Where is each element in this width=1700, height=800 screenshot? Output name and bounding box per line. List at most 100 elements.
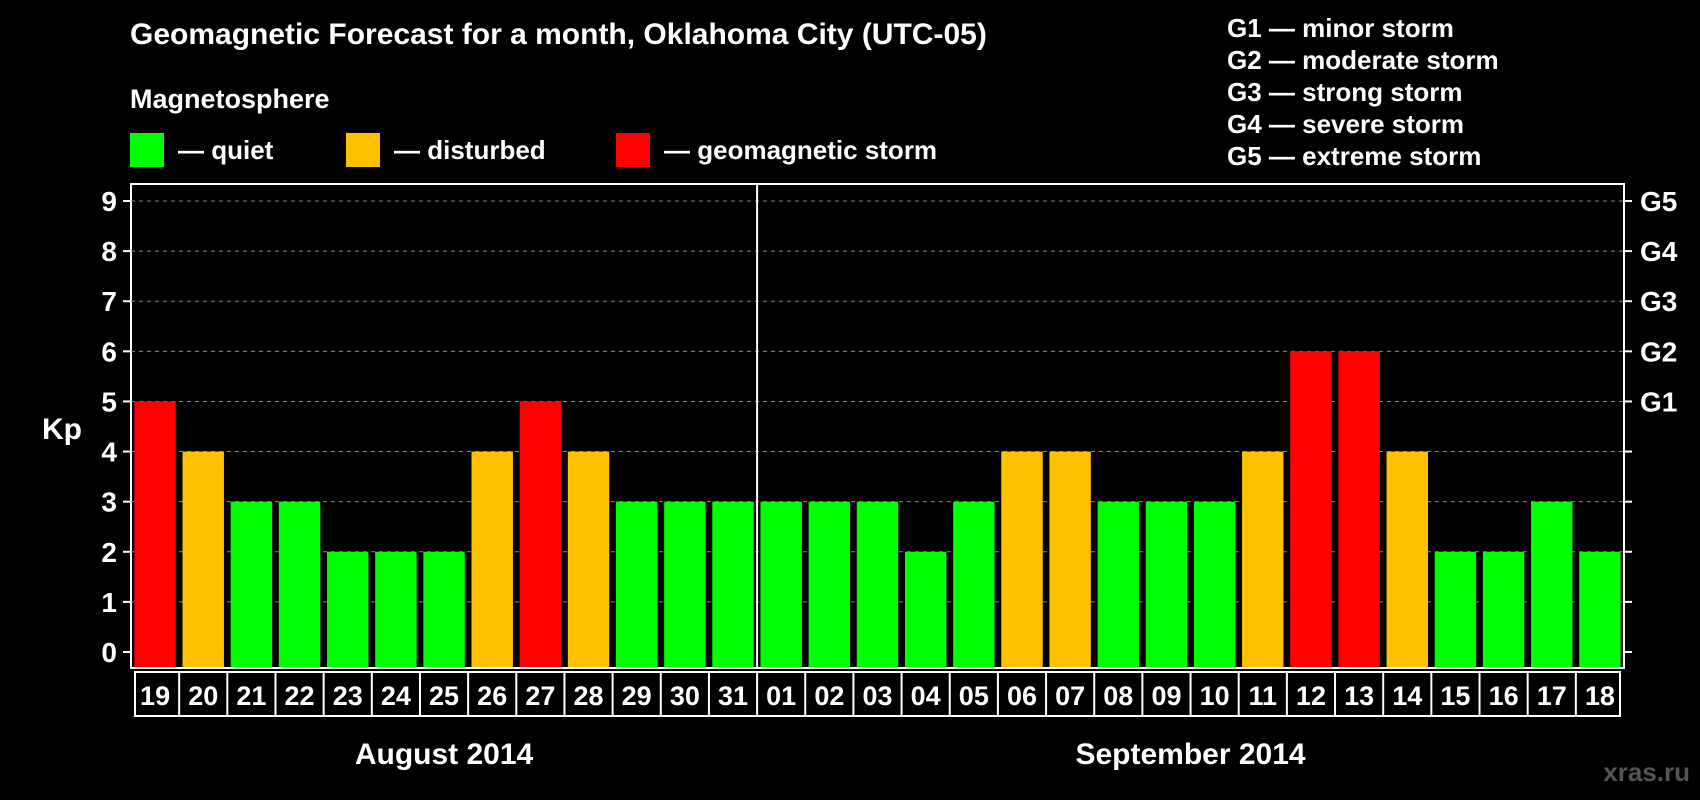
day-label: 15: [1440, 681, 1470, 711]
watermark: xras.ru: [1603, 757, 1690, 787]
plot-frame: [130, 183, 1625, 669]
kp-bar: [1097, 501, 1140, 667]
month-label: September 2014: [1075, 738, 1305, 771]
day-label: 04: [911, 681, 941, 711]
y-tick-label: 1: [101, 587, 117, 618]
kp-bar: [808, 501, 851, 667]
storm-swatch: [616, 133, 650, 167]
kp-bar: [230, 501, 273, 667]
g1-legend: G1 — minor storm: [1227, 13, 1454, 43]
y-tick-label: 8: [101, 236, 117, 267]
day-label: 12: [1296, 681, 1326, 711]
day-label: 13: [1344, 681, 1374, 711]
disturbed-swatch: [346, 133, 380, 167]
g5-legend: G5 — extreme storm: [1227, 141, 1482, 171]
kp-bar: [471, 451, 513, 667]
day-label: 02: [814, 681, 844, 711]
kp-bar: [327, 551, 369, 667]
g4-legend: G4 — severe storm: [1227, 109, 1465, 139]
kp-bar: [375, 551, 417, 667]
chart-title: Geomagnetic Forecast for a month, Oklaho…: [130, 18, 987, 51]
day-label: 05: [959, 681, 989, 711]
y-tick-label: 0: [101, 637, 117, 668]
day-label: 30: [670, 681, 700, 711]
y-tick-label: 7: [101, 286, 117, 317]
day-label: 24: [381, 681, 411, 711]
kp-bar: [1242, 451, 1284, 667]
day-label: 17: [1537, 681, 1567, 711]
kp-bar: [567, 451, 610, 667]
day-label: 16: [1489, 681, 1519, 711]
day-label: 22: [285, 681, 315, 711]
kp-bar: [760, 501, 802, 667]
kp-bar: [1531, 501, 1573, 667]
kp-bar: [1049, 451, 1091, 667]
kp-bar: [904, 551, 947, 667]
day-label: 23: [333, 681, 363, 711]
g-axis-label: G5: [1640, 186, 1677, 217]
kp-bar: [519, 401, 562, 667]
day-label: 25: [429, 681, 459, 711]
kp-bar: [1290, 351, 1332, 667]
kp-bar: [182, 451, 224, 667]
day-label: 19: [140, 681, 170, 711]
kp-bar: [1338, 351, 1380, 667]
g-axis-label: G4: [1640, 236, 1678, 267]
day-label: 27: [525, 681, 555, 711]
y-tick-label: 4: [101, 437, 117, 468]
legend-heading: Magnetosphere: [130, 84, 330, 114]
day-label: 28: [574, 681, 604, 711]
kp-bar: [1193, 501, 1236, 667]
g-axis-label: G2: [1640, 336, 1677, 367]
g-axis-label: G3: [1640, 286, 1677, 317]
kp-bar: [1579, 551, 1621, 667]
legend-quiet: — quiet: [130, 133, 273, 167]
day-label: 20: [188, 681, 218, 711]
day-label-frame: [134, 671, 1621, 717]
kp-bar: [1434, 551, 1477, 667]
kp-bar: [1145, 501, 1188, 667]
day-label: 21: [236, 681, 266, 711]
month-label: August 2014: [355, 738, 534, 771]
g2-legend: G2 — moderate storm: [1227, 45, 1499, 75]
quiet-swatch: [130, 133, 164, 167]
day-label: 11: [1249, 681, 1278, 711]
kp-bar: [1482, 551, 1525, 667]
day-label: 18: [1585, 681, 1615, 711]
day-label: 31: [718, 681, 748, 711]
day-label: 10: [1200, 681, 1230, 711]
kp-bar: [615, 501, 658, 667]
kp-bar: [712, 501, 754, 667]
kp-bar: [1386, 451, 1428, 667]
day-label: 07: [1055, 681, 1085, 711]
y-axis-label: Kp: [42, 413, 82, 446]
y-tick-label: 6: [101, 336, 117, 367]
g-axis-label: G1: [1640, 386, 1677, 417]
legend-disturbed: — disturbed: [346, 133, 546, 167]
y-tick-label: 3: [101, 487, 117, 518]
y-tick-label: 2: [101, 537, 117, 568]
legend-quiet-label: — quiet: [178, 134, 274, 165]
day-label: 03: [862, 681, 892, 711]
day-label: 06: [1007, 681, 1037, 711]
kp-bar: [278, 501, 321, 667]
g3-legend: G3 — strong storm: [1227, 77, 1463, 107]
g-scale-legend: G1 — minor storm G2 — moderate storm G3 …: [1227, 12, 1499, 172]
day-label: 09: [1151, 681, 1181, 711]
y-tick-label: 9: [101, 186, 117, 217]
y-tick-label: 5: [101, 386, 117, 417]
kp-bar: [1001, 451, 1043, 667]
kp-bar: [664, 501, 706, 667]
day-label: 29: [622, 681, 652, 711]
day-label: 26: [477, 681, 507, 711]
day-label: 14: [1392, 681, 1422, 711]
day-label: 01: [766, 681, 796, 711]
legend-storm-label: — geomagnetic storm: [664, 134, 938, 165]
legend-disturbed-label: — disturbed: [394, 134, 546, 165]
legend-storm: — geomagnetic storm: [616, 133, 937, 167]
day-label: 08: [1103, 681, 1133, 711]
kp-bar: [423, 551, 465, 667]
kp-bar: [953, 501, 995, 667]
kp-bar: [856, 501, 899, 667]
